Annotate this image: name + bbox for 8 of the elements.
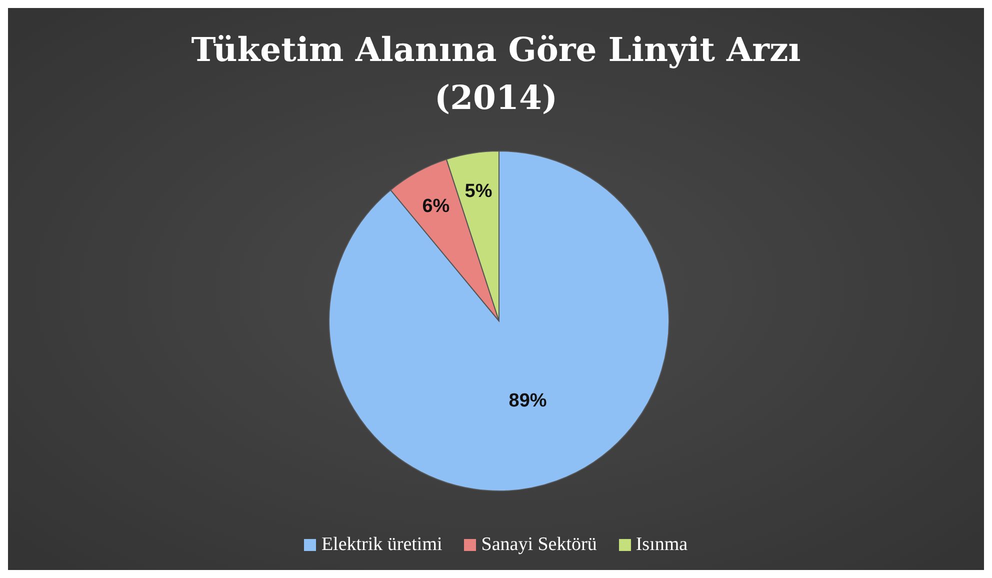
pie-slice — [328, 150, 670, 492]
data-label: 6% — [422, 196, 450, 217]
slice-label: Elektrik üretimi — [321, 534, 442, 556]
chart-title: Tüketim Alanına Göre Linyit Arzı (2014) — [190, 29, 802, 119]
legend-label: Sanayi Sektörü — [481, 534, 597, 556]
data-label: 89% — [508, 390, 547, 412]
legend-label: Isınma — [636, 534, 688, 556]
data-label: 5% — [464, 181, 492, 202]
